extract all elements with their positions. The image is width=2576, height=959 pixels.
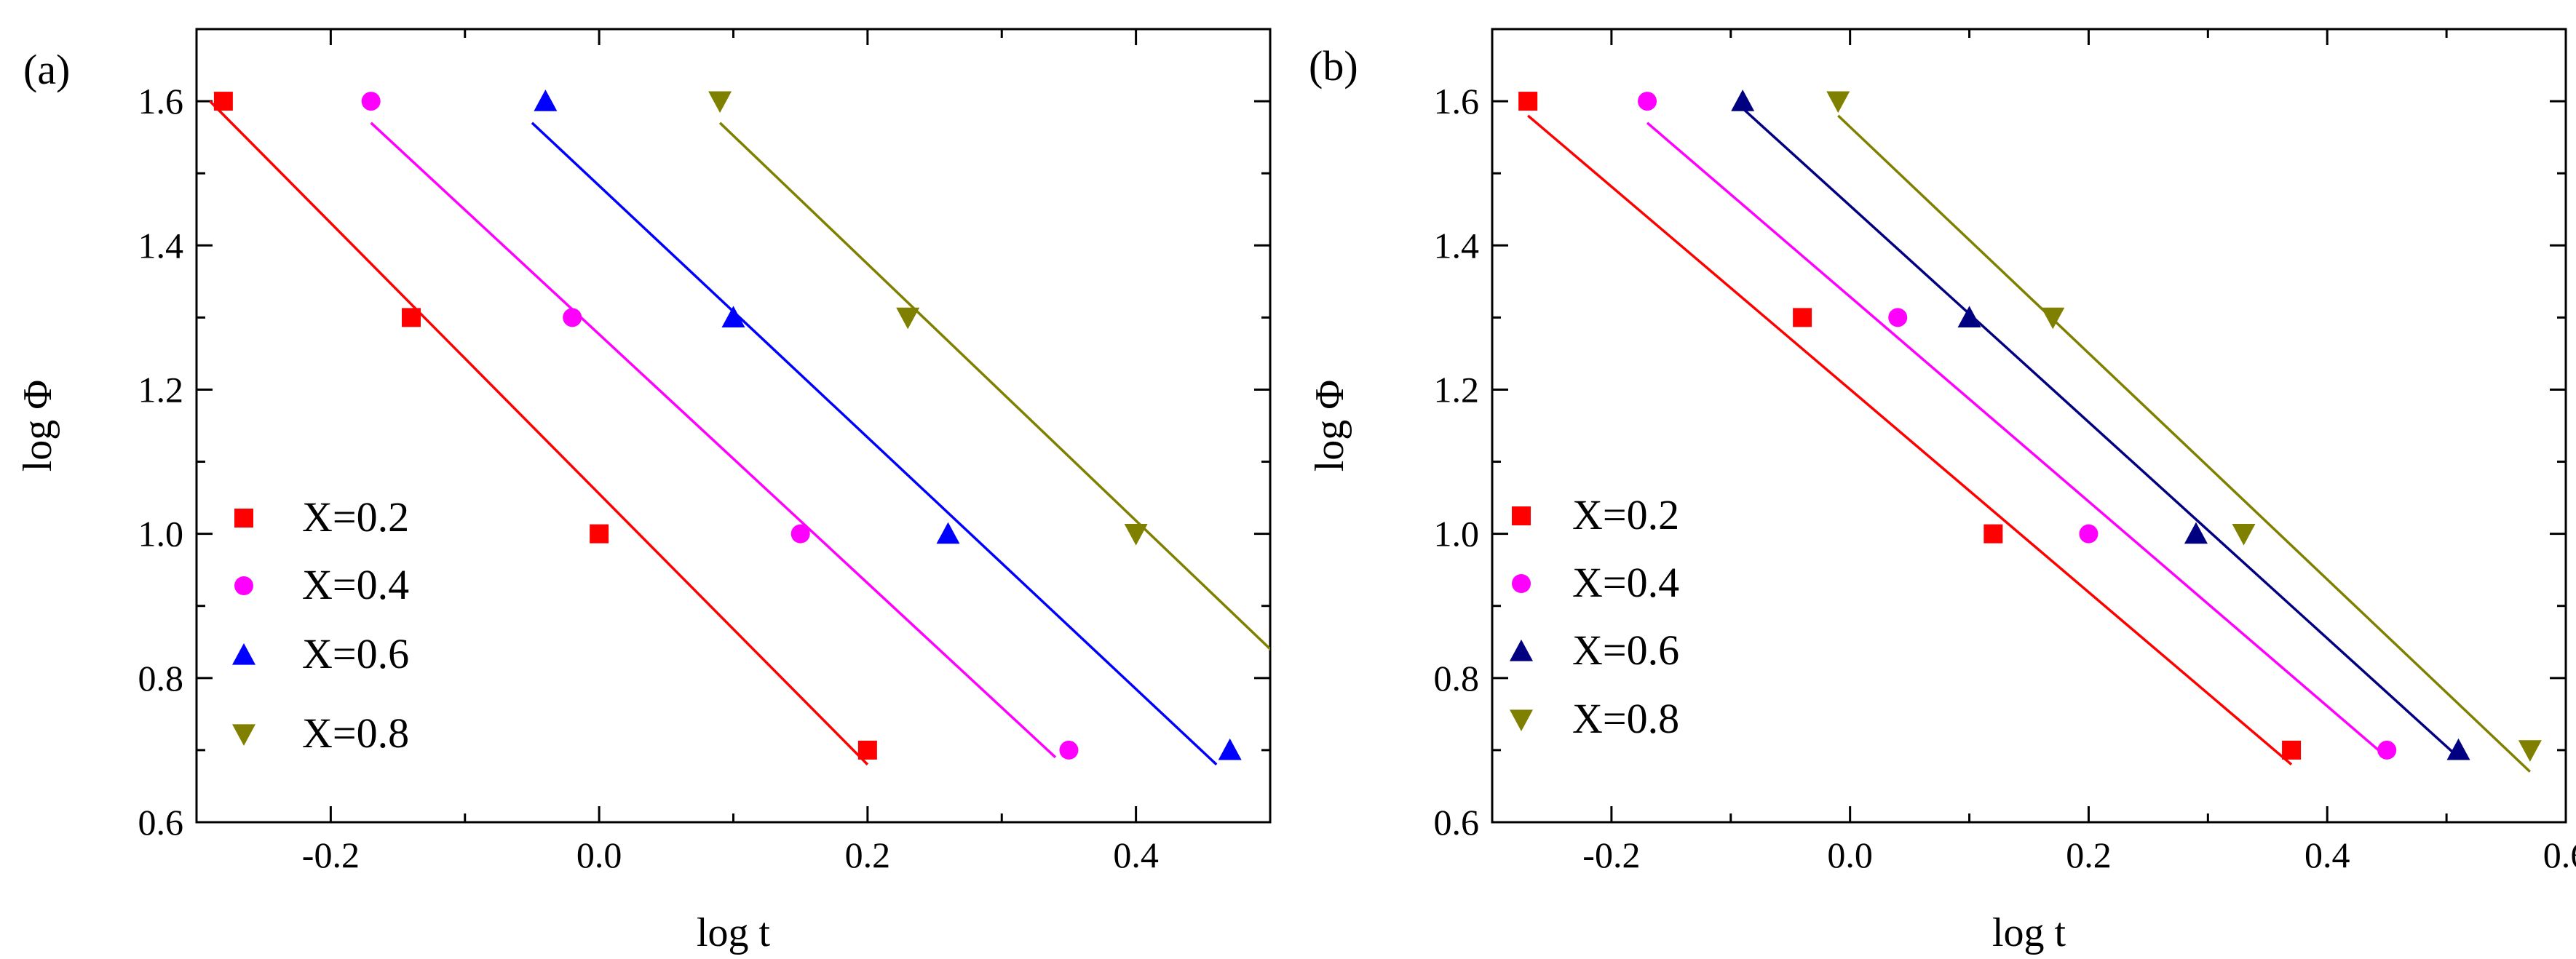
series-X=0.2	[209, 92, 877, 765]
series-X=0.4	[1638, 92, 2397, 760]
legend-symbol	[234, 509, 253, 528]
data-point	[213, 92, 233, 111]
data-point	[2184, 522, 2208, 544]
x-tick-label: 0.0	[1827, 835, 1873, 875]
x-tick-label: 0.0	[576, 835, 622, 875]
x-tick-label: -0.2	[1582, 835, 1640, 875]
y-tick-label: 1.4	[138, 225, 184, 266]
fit-line	[1527, 114, 2293, 766]
data-point	[2232, 524, 2256, 546]
data-point	[1518, 92, 1538, 111]
data-point	[1826, 91, 1850, 114]
legend-symbol	[234, 576, 253, 595]
x-tick-label: 0.2	[845, 835, 891, 875]
y-axis-title: log Φ	[1307, 380, 1352, 472]
y-tick-label: 0.8	[138, 658, 184, 699]
fit-line	[1837, 114, 2532, 773]
y-tick-label: 1.0	[1434, 514, 1480, 554]
legend-label: X=0.2	[1572, 491, 1679, 538]
fit-line	[370, 122, 1057, 759]
legend-symbol	[1510, 640, 1533, 661]
y-tick-label: 1.6	[138, 81, 184, 122]
legend-label: X=0.8	[1572, 695, 1679, 742]
data-point	[790, 524, 810, 544]
data-point	[2518, 740, 2542, 762]
fit-line	[1741, 107, 2460, 759]
x-tick-label: 0.2	[2066, 835, 2112, 875]
x-tick-label: 0.4	[1113, 835, 1159, 875]
x-tick-label: 0.6	[2543, 835, 2576, 875]
data-point	[361, 92, 381, 111]
y-tick-label: 0.6	[138, 802, 184, 843]
legend-symbol	[1510, 709, 1533, 731]
data-point	[1638, 92, 1657, 111]
fit-line	[1646, 122, 2388, 759]
y-tick-label: 0.8	[1434, 658, 1480, 699]
legend-label: X=0.4	[302, 561, 409, 608]
x-axis-title: log t	[697, 910, 771, 955]
data-point	[1957, 306, 1981, 327]
data-point	[2041, 307, 2065, 330]
data-point	[1059, 740, 1079, 760]
fit-line	[209, 100, 869, 765]
data-point	[721, 306, 745, 327]
data-point	[563, 308, 582, 327]
data-point	[1218, 738, 1242, 760]
series-X=0.4	[361, 92, 1079, 760]
data-point	[402, 308, 421, 327]
panel-label: (b)	[1309, 42, 1358, 89]
data-point	[857, 740, 877, 760]
series-X=0.8	[1826, 91, 2542, 773]
legend-symbol	[232, 724, 255, 746]
legend-symbol	[1512, 506, 1531, 525]
legend-label: X=0.8	[302, 709, 409, 757]
data-point	[1888, 308, 1908, 327]
y-tick-label: 1.4	[1434, 225, 1480, 266]
x-tick-label: -0.2	[302, 835, 360, 875]
plot-frame	[1491, 28, 2567, 824]
data-point	[1379, 747, 1403, 769]
data-point	[1124, 524, 1148, 546]
data-point	[1793, 308, 1812, 327]
data-point	[896, 307, 920, 330]
plot-area	[1518, 89, 2542, 773]
y-tick-label: 1.6	[1434, 81, 1480, 122]
y-tick-label: 1.0	[138, 514, 184, 554]
series-X=0.2	[1518, 92, 2302, 766]
y-tick-label: 0.6	[1434, 802, 1480, 843]
data-point	[936, 522, 960, 544]
series-X=0.8	[708, 91, 1403, 769]
data-point	[2377, 740, 2397, 760]
y-tick-label: 1.2	[138, 369, 184, 410]
legend-label: X=0.6	[1572, 626, 1679, 674]
fit-line	[718, 122, 1270, 651]
fit-line	[531, 122, 1218, 766]
data-point	[2079, 524, 2099, 544]
y-tick-label: 1.2	[1434, 369, 1480, 410]
legend-label: X=0.6	[302, 630, 409, 677]
y-axis-title: log Φ	[15, 380, 60, 472]
series-X=0.6	[531, 89, 1242, 766]
legend-symbol	[232, 643, 255, 665]
x-axis-title: log t	[1992, 910, 2066, 955]
x-tick-label: 0.4	[2304, 835, 2350, 875]
plot-area	[209, 89, 1403, 769]
data-point	[590, 524, 609, 544]
legend-label: X=0.4	[1572, 559, 1679, 606]
plot-frame	[195, 28, 1272, 824]
data-point	[1983, 524, 2003, 544]
panel-label: (a)	[23, 46, 70, 93]
data-point	[708, 91, 732, 114]
legend-symbol	[1512, 574, 1531, 593]
data-point	[2282, 740, 2302, 760]
data-point	[534, 89, 558, 111]
data-point	[2446, 738, 2470, 760]
data-point	[1731, 89, 1755, 111]
legend-label: X=0.2	[302, 493, 409, 541]
series-X=0.6	[1731, 89, 2470, 760]
panel-a: -0.2 0.0 0.2 0.4 0.6 0.8 1.0 1.2 1.4 1.6 log t log …	[15, 28, 1403, 955]
panel-b: -0.2 0.0 0.2 0.4 0.6 0.6 0.8 1.0 1.2 1.4 1.6 log t l…	[1307, 28, 2576, 955]
